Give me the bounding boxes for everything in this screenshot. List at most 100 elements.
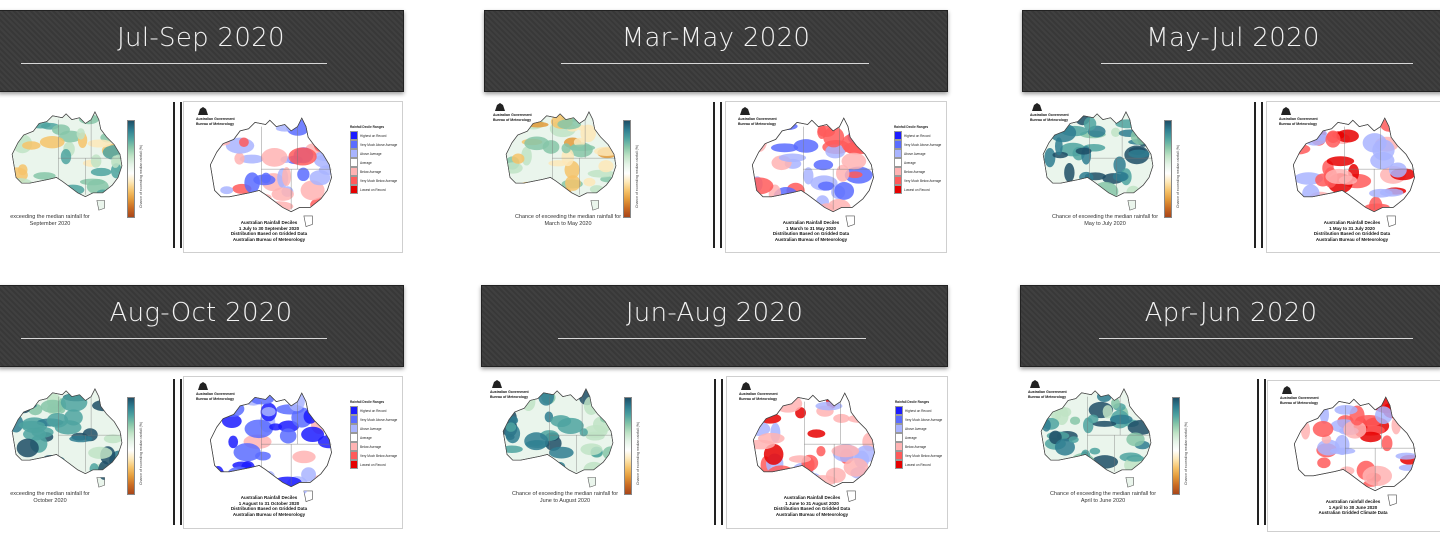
rainfall-region (1341, 480, 1354, 496)
legend-swatch (350, 433, 358, 442)
coat-of-arms-icon (492, 380, 502, 388)
rainfall-region (52, 124, 70, 136)
legend-label: Lowest on Record (905, 462, 931, 467)
rainfall-region (565, 175, 581, 191)
map-divider (1257, 379, 1266, 525)
rainfall-region (33, 461, 43, 476)
rainfall-region (310, 401, 332, 422)
decile-title: Australian Rainfall Deciles 1 March to 3… (772, 220, 850, 242)
rainfall-region (788, 455, 812, 463)
rainfall-region (78, 114, 100, 125)
rainfall-decile-map (751, 117, 874, 227)
legend-label: Above Average (360, 151, 382, 156)
rainfall-region (244, 419, 274, 439)
rainfall-region (752, 205, 770, 217)
rainfall-region (61, 184, 85, 196)
agency-name: Australian Government Bureau of Meteorol… (1028, 390, 1067, 399)
legend-label: Average (905, 435, 917, 440)
rainfall-region (856, 445, 875, 463)
rainfall-region (244, 172, 260, 194)
rainfall-region (1041, 469, 1064, 477)
rainfall-region (1312, 421, 1334, 437)
period-banner: May-Jul 2020 (1022, 10, 1440, 92)
rainfall-outlook-map (505, 111, 617, 211)
rainfall-region (585, 431, 605, 441)
period-title: Apr-Jun 2020 (1144, 298, 1318, 328)
state-borders (261, 401, 332, 485)
state-borders (58, 396, 122, 472)
rainfall-region (515, 462, 534, 478)
rainfall-region (1360, 431, 1382, 443)
rainfall-region (233, 443, 261, 462)
state-borders (1089, 119, 1153, 195)
rainfall-region (758, 413, 782, 424)
rainfall-region (855, 127, 874, 148)
rainfall-region (596, 119, 607, 138)
legend-swatch (894, 158, 902, 167)
decile-legend: Rainfall Decile Ranges Highest on Record V… (350, 122, 397, 194)
rainfall-decile-map (209, 392, 332, 502)
rainfall-decile-map (752, 392, 875, 502)
rainfall-region (88, 446, 113, 459)
rainfall-region (514, 461, 541, 472)
rainfall-region (288, 147, 317, 166)
rainfall-region (1076, 462, 1087, 469)
map-divider (714, 379, 723, 525)
rainfall-region (236, 200, 256, 215)
legend-label: Very Much Below Average (360, 453, 398, 458)
rainfall-region (807, 429, 826, 438)
legend-swatch (895, 451, 903, 460)
legend-item: Highest on Record (350, 131, 397, 140)
rainfall-decile-map (209, 117, 332, 227)
rainfall-region (1126, 432, 1145, 447)
legend-swatch (895, 442, 903, 451)
coat-of-arms-icon (740, 107, 750, 115)
rainfall-region (1111, 127, 1121, 138)
rainfall-region (300, 180, 325, 201)
probability-colorbar (1164, 120, 1172, 218)
rainfall-region (1141, 390, 1151, 404)
outlook-map-card: Australian Government Bureau of Meteorol… (480, 375, 702, 527)
rainfall-region (224, 479, 245, 487)
legend-item: Highest on Record (894, 131, 941, 140)
rainfall-outlook-map (1042, 111, 1154, 211)
legend-label: Below Average (360, 169, 382, 174)
rainfall-region (239, 154, 264, 164)
rainfall-region (598, 160, 614, 173)
decile-map-card: Australian Government Bureau of Meteorol… (1267, 380, 1440, 532)
probability-colorbar (624, 397, 632, 495)
rainfall-region (1054, 137, 1063, 156)
legend-swatch (895, 460, 903, 469)
rainfall-region (1049, 123, 1077, 143)
legend-item: Below Average (895, 442, 942, 451)
rainfall-region (598, 399, 612, 407)
legend-label: Very Much Above Average (904, 142, 942, 147)
legend-item: Very Much Below Average (894, 176, 941, 185)
rainfall-region (228, 435, 239, 449)
rainfall-region (1113, 156, 1126, 174)
rainfall-region (1130, 128, 1151, 145)
rainfall-region (831, 444, 860, 458)
rainfall-region (1381, 435, 1393, 452)
probability-colorbar (623, 120, 631, 218)
tasmania-outline (96, 200, 105, 211)
legend-swatch (350, 185, 358, 194)
legend-item: Average (895, 433, 942, 442)
rainfall-region (1092, 420, 1117, 427)
rainfall-region (1319, 405, 1330, 424)
rainfall-region (220, 186, 234, 195)
rainfall-region (1336, 129, 1359, 143)
rainfall-region (1083, 117, 1097, 131)
legend-swatch (894, 176, 902, 185)
rainfall-region (1395, 452, 1416, 460)
legend-label: Average (904, 160, 916, 165)
rainfall-region (1388, 162, 1407, 178)
decile-title: Australian rainfall deciles 1 April to 3… (1318, 499, 1388, 515)
legend-swatch (350, 167, 358, 176)
rainfall-region (1395, 134, 1415, 147)
outlook-caption: Chance of exceeding the median rainfall … (1051, 214, 1159, 227)
rainfall-region (813, 159, 834, 171)
legend-swatch (350, 131, 358, 140)
title-underline (1101, 63, 1413, 64)
rainfall-region (301, 426, 325, 443)
